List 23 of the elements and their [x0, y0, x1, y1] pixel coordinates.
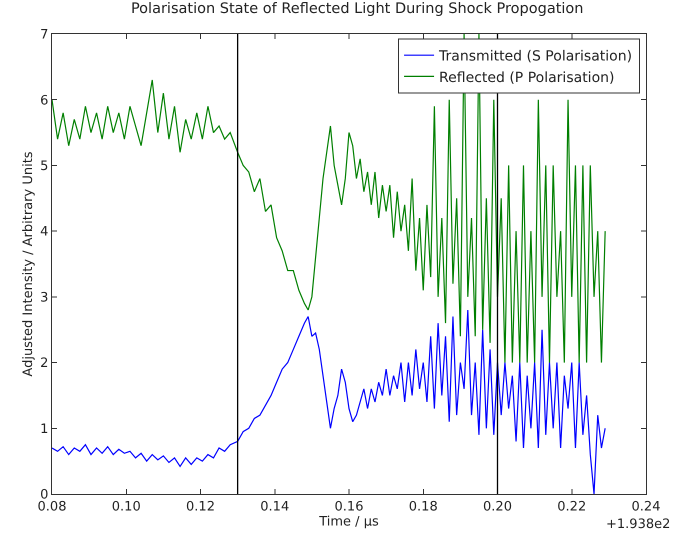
x-tick-label: 0.24	[632, 500, 660, 515]
x-axis-title: Time / µs	[318, 514, 379, 530]
y-tick-label: 5	[40, 158, 48, 174]
x-tick-label: 0.18	[408, 500, 438, 515]
x-tick-label: 0.10	[112, 500, 141, 515]
y-tick-label: 1	[40, 422, 48, 437]
y-tick-label: 3	[40, 290, 48, 306]
y-tick-label: 2	[40, 356, 48, 372]
y-axis-title: Adjusted Intensity / Arbitrary Units	[21, 151, 36, 377]
x-tick-label: 0.08	[38, 500, 66, 515]
legend-label: Transmitted (S Polarisation)	[438, 48, 632, 65]
y-tick-label: 4	[40, 224, 48, 240]
legend-label: Reflected (P Polarisation)	[439, 70, 614, 86]
text: +1.938e2	[606, 517, 670, 532]
y-tick-label: 6	[40, 93, 48, 108]
chart-title: Polarisation State of Reflected Light During Shock Propogation	[130, 0, 584, 17]
x-tick-label: 0.20	[483, 500, 512, 515]
line-series	[52, 309, 606, 494]
x-tick-label: 0.14	[260, 500, 290, 515]
y-tick-label: 7	[40, 28, 48, 43]
x-tick-label: 0.12	[186, 500, 215, 515]
x-tick-label: 0.16	[334, 500, 364, 515]
x-tick-label: 0.22	[557, 500, 586, 515]
